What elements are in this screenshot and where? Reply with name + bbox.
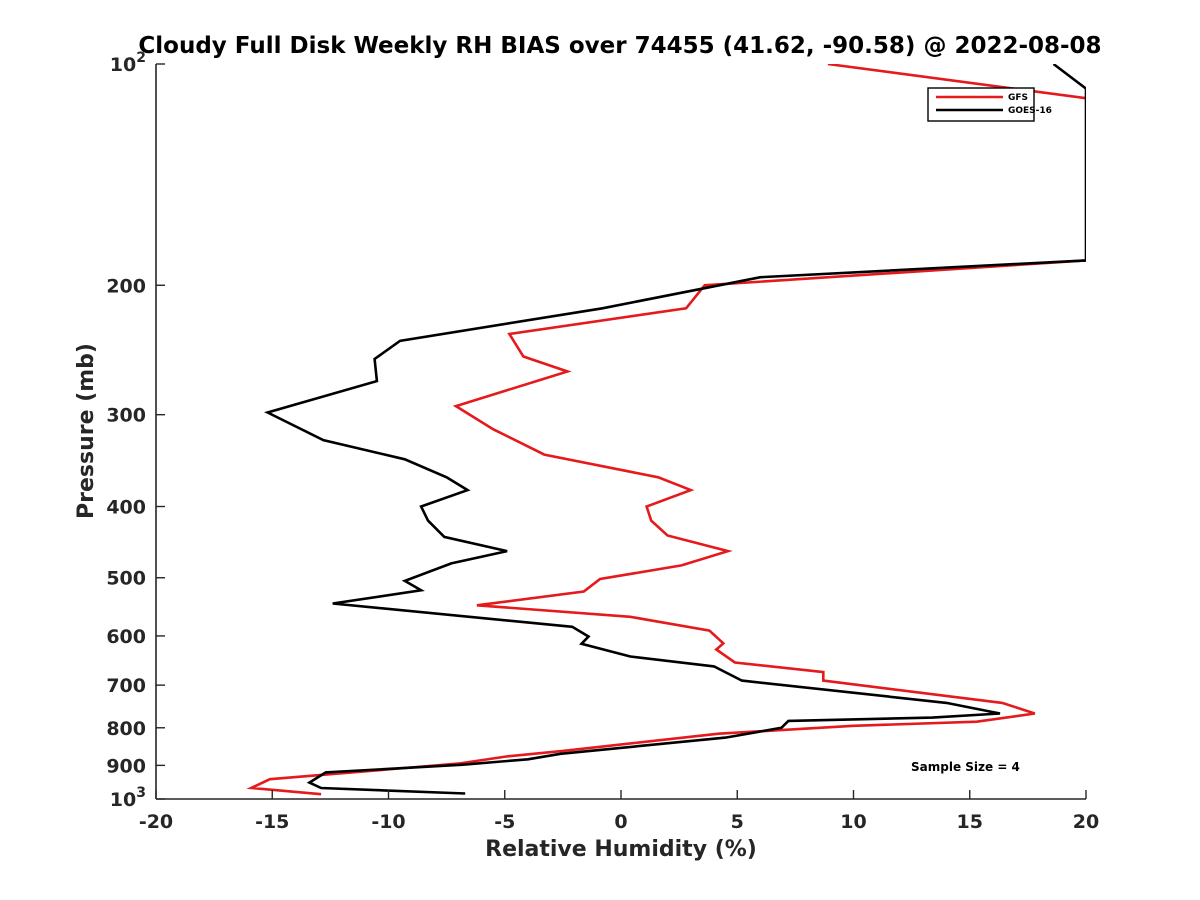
y-tick-label: 600 (106, 626, 146, 648)
series-line-goes16 (264, 64, 1086, 795)
x-ticks: -20 -15 -10 -5 0 5 10 15 20 (139, 790, 1099, 833)
legend-label-goes16: GOES-16 (1008, 106, 1052, 116)
x-axis-title: Relative Humidity (%) (485, 837, 757, 862)
chart-title: Cloudy Full Disk Weekly RH BIAS over 744… (138, 33, 1101, 59)
legend: GFS GOES-16 (927, 87, 1052, 122)
x-tick-label: 15 (957, 811, 983, 833)
y-tick-label: 200 (106, 275, 146, 297)
y-tick-label: 102 (110, 50, 146, 76)
x-tick-label: -10 (371, 811, 405, 833)
series-layer (246, 64, 1086, 796)
y-tick-label: 400 (106, 497, 146, 519)
y-tick-label: 800 (106, 718, 146, 740)
legend-label-gfs: GFS (1008, 93, 1028, 103)
axes-layer (155, 64, 1086, 800)
x-tick-label: 20 (1073, 811, 1099, 833)
y-axis-title: Pressure (mb) (74, 343, 99, 519)
x-tick-label: 5 (731, 811, 744, 833)
legend-box (927, 87, 1035, 122)
y-tick-label: 700 (106, 675, 146, 697)
y-tick-label: 500 (106, 568, 146, 590)
x-tick-label: -20 (139, 811, 173, 833)
x-tick-label: -15 (255, 811, 289, 833)
y-tick-label: 300 (106, 405, 146, 427)
y-ticks: 102 200 300 400 500 600 700 800 900 103 (106, 50, 165, 811)
series-line-gfs (246, 64, 1086, 796)
y-tick-label: 103 (110, 785, 146, 811)
x-tick-label: -5 (494, 811, 515, 833)
x-tick-label: 0 (614, 811, 627, 833)
x-tick-label: 10 (840, 811, 866, 833)
y-tick-label: 900 (106, 755, 146, 777)
sample-size-annotation: Sample Size = 4 (911, 760, 1020, 774)
